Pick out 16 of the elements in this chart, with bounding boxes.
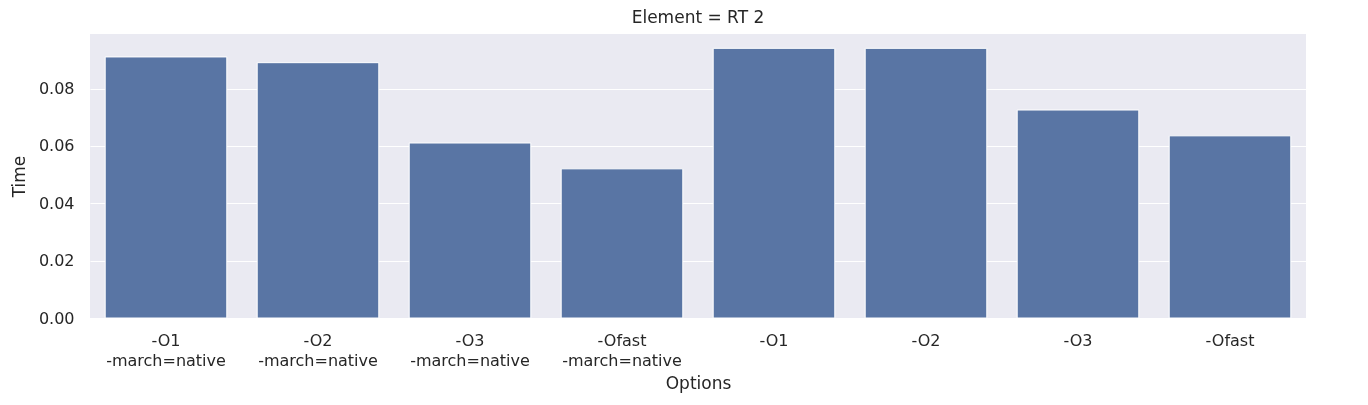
x-tick-label: -Ofast [1205,330,1255,350]
y-tick-label: 0.08 [38,79,75,99]
y-tick-label: 0.06 [38,136,75,156]
x-axis-title: Options [665,372,732,393]
chart-title: Element = RT 2 [631,7,765,27]
x-tick-label: -O1 -march=native [106,330,226,370]
x-tick-label: -O3 -march=native [410,330,530,370]
y-tick-label: 0.04 [38,193,75,213]
x-tick-label: -O1 [759,330,789,350]
y-tick-label: 0.02 [38,251,75,271]
x-tick-label: -Ofast -march=native [562,330,682,370]
x-tick-label: -O2 -march=native [258,330,378,370]
x-tick-label: -O3 [1063,330,1093,350]
x-tick-label: -O2 [911,330,941,350]
y-axis-title: Time [8,155,29,199]
y-tick-label: 0.00 [38,308,75,328]
